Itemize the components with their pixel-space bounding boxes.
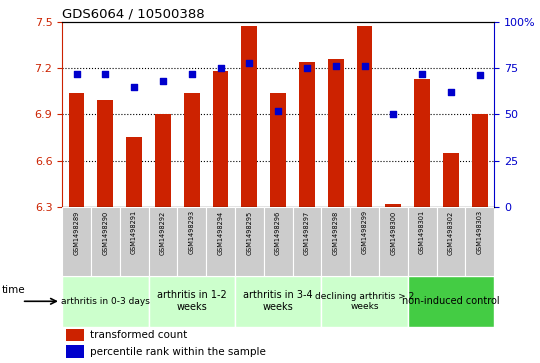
Text: time: time [1, 285, 25, 295]
Text: declining arthritis > 2
weeks: declining arthritis > 2 weeks [315, 291, 414, 311]
Text: GSM1498300: GSM1498300 [390, 210, 396, 254]
Text: GSM1498293: GSM1498293 [188, 210, 195, 254]
Text: GSM1498301: GSM1498301 [419, 210, 425, 254]
Bar [62, 207, 91, 276]
Bar [264, 207, 293, 276]
Text: GSM1498292: GSM1498292 [160, 210, 166, 254]
Bar [379, 207, 408, 276]
Bar [321, 276, 408, 327]
Bar [66, 345, 84, 358]
Bar [235, 207, 264, 276]
Point [101, 71, 110, 77]
Bar [97, 101, 113, 207]
Bar [293, 207, 321, 276]
Text: GSM1498291: GSM1498291 [131, 210, 137, 254]
Bar [321, 207, 350, 276]
Point [418, 71, 427, 77]
Bar [270, 93, 286, 207]
Bar [472, 114, 488, 207]
Point [216, 65, 225, 71]
Text: GSM1498302: GSM1498302 [448, 210, 454, 254]
Bar [148, 276, 235, 327]
Text: arthritis in 0-3 days: arthritis in 0-3 days [61, 297, 150, 306]
Point [187, 71, 196, 77]
Point [245, 60, 254, 65]
Bar [206, 207, 235, 276]
Text: arthritis in 3-4
weeks: arthritis in 3-4 weeks [244, 290, 313, 312]
Text: GSM1498303: GSM1498303 [477, 210, 483, 254]
Text: GSM1498289: GSM1498289 [73, 210, 79, 254]
Point [130, 84, 138, 90]
Text: arthritis in 1-2
weeks: arthritis in 1-2 weeks [157, 290, 227, 312]
Text: GSM1498295: GSM1498295 [246, 210, 252, 254]
Text: non-induced control: non-induced control [402, 296, 500, 306]
Bar [408, 207, 436, 276]
Bar [299, 62, 315, 207]
Bar [148, 207, 177, 276]
Bar [155, 114, 171, 207]
Text: GSM1498294: GSM1498294 [218, 210, 224, 254]
Bar [62, 276, 149, 327]
Point [159, 78, 167, 84]
Text: GSM1498296: GSM1498296 [275, 210, 281, 254]
Point [302, 65, 311, 71]
Bar [120, 207, 148, 276]
Text: GSM1498297: GSM1498297 [304, 210, 310, 254]
Text: GDS6064 / 10500388: GDS6064 / 10500388 [62, 8, 205, 21]
Bar [91, 207, 120, 276]
Point [389, 111, 397, 117]
Bar [356, 26, 373, 207]
Point [332, 63, 340, 69]
Bar [235, 276, 321, 327]
Point [274, 108, 282, 114]
Bar [66, 329, 84, 341]
Bar [328, 59, 343, 207]
Point [72, 71, 81, 77]
Bar [408, 276, 494, 327]
Point [447, 89, 455, 95]
Bar [465, 207, 494, 276]
Bar [69, 93, 84, 207]
Bar [241, 26, 257, 207]
Bar [414, 79, 430, 207]
Point [360, 63, 369, 69]
Text: GSM1498298: GSM1498298 [333, 210, 339, 254]
Bar [443, 153, 459, 207]
Bar [177, 207, 206, 276]
Bar [184, 93, 200, 207]
Bar [213, 71, 228, 207]
Bar [350, 207, 379, 276]
Bar [436, 207, 465, 276]
Text: GSM1498299: GSM1498299 [361, 210, 368, 254]
Bar [126, 138, 142, 207]
Text: GSM1498290: GSM1498290 [102, 210, 109, 254]
Bar [386, 204, 401, 207]
Text: percentile rank within the sample: percentile rank within the sample [90, 347, 266, 356]
Point [475, 73, 484, 78]
Text: transformed count: transformed count [90, 330, 187, 340]
